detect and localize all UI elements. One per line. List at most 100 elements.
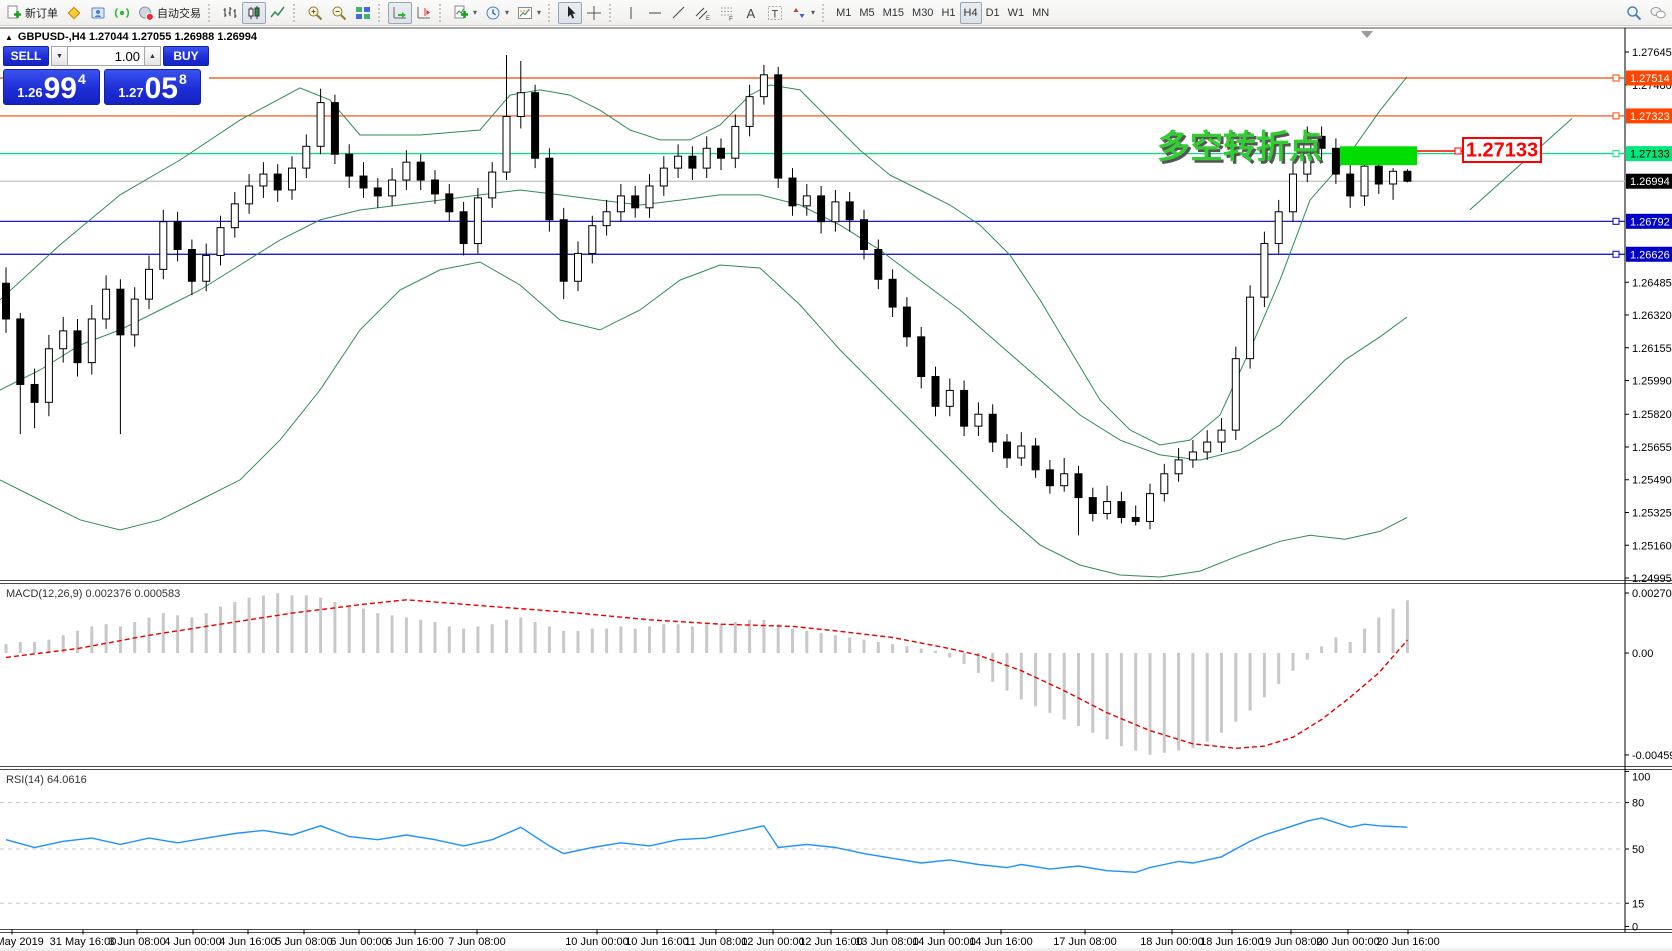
- autotrading-button[interactable]: 自动交易: [134, 2, 205, 24]
- time-axis-label: 14 Jun 00:00: [912, 936, 976, 948]
- collapse-triangle-icon[interactable]: ▲: [5, 32, 13, 42]
- price-axis-label: 1.25160: [1632, 540, 1672, 552]
- candlestick-bullish: [802, 195, 811, 207]
- candlestick-bullish: [1188, 451, 1197, 461]
- price-axis-label: 1.25820: [1632, 409, 1672, 421]
- buy-price-box[interactable]: 1.27 05 8: [104, 69, 201, 105]
- indicators-button[interactable]: ▾: [449, 2, 481, 24]
- text-label-button[interactable]: T: [763, 2, 787, 24]
- candlestick-chart-button[interactable]: [242, 1, 266, 24]
- profiles-button[interactable]: [86, 2, 110, 24]
- hline-axis-marker: [1612, 250, 1620, 258]
- bar-chart-button[interactable]: [218, 2, 242, 24]
- timeframe-d1-button[interactable]: D1: [982, 2, 1004, 24]
- candlestick-bullish: [974, 413, 983, 427]
- timeframe-m5-button[interactable]: M5: [855, 2, 878, 24]
- timeframe-label: H4: [963, 6, 978, 19]
- candlestick-bearish: [1317, 135, 1326, 149]
- timeframe-m15-button[interactable]: M15: [879, 2, 908, 24]
- rsi-line: [5, 817, 1408, 874]
- candlestick-bearish: [717, 147, 725, 159]
- zoom-out-icon: [331, 5, 347, 21]
- vertical-line-icon: [623, 5, 639, 21]
- timeframe-m1-button[interactable]: M1: [832, 2, 855, 24]
- time-axis-label: 6 Jun 16:00: [386, 936, 444, 948]
- signal-icon: [114, 5, 130, 21]
- candlestick-bullish: [488, 171, 497, 199]
- candlestick-bullish: [945, 389, 954, 407]
- templates-button[interactable]: ▾: [513, 2, 545, 24]
- timeframe-label: H1: [941, 6, 956, 19]
- timeframe-m30-button[interactable]: M30: [908, 2, 937, 24]
- candlestick-bullish: [645, 185, 654, 209]
- new-order-button[interactable]: 新订单: [2, 2, 62, 24]
- fibonacci-icon: F: [719, 5, 735, 21]
- vertical-line-button[interactable]: [619, 2, 643, 24]
- candlestick-bullish: [159, 221, 168, 270]
- candlestick-bearish: [1346, 173, 1355, 197]
- rsi-axis-label: 0: [1632, 922, 1638, 934]
- candlestick-bearish: [845, 201, 854, 221]
- search-button[interactable]: [1622, 2, 1646, 24]
- time-axis-label: 12 Jun 16:00: [799, 936, 863, 948]
- timeframe-label: W1: [1007, 6, 1025, 19]
- volume-decrease-button[interactable]: ▼: [51, 46, 68, 66]
- sell-button[interactable]: SELL: [3, 46, 49, 66]
- text-button[interactable]: A: [739, 2, 763, 24]
- candlestick-bearish: [459, 211, 468, 245]
- line-chart-button[interactable]: [266, 2, 290, 24]
- candlestick-bullish: [402, 161, 411, 181]
- tile-windows-button[interactable]: [351, 2, 375, 24]
- candlestick-bearish: [902, 306, 911, 338]
- auto-scroll-button[interactable]: [388, 1, 412, 24]
- signal-button[interactable]: [110, 2, 134, 24]
- candlestick-bullish: [44, 348, 53, 403]
- candlestick-bearish: [116, 288, 125, 336]
- toolbar-grip: [822, 3, 828, 22]
- candlestick-bullish: [1060, 473, 1069, 487]
- candlestick-bullish: [59, 330, 68, 350]
- zoom-in-button[interactable]: [303, 2, 327, 24]
- fibonacci-button[interactable]: F: [715, 2, 739, 24]
- candlestick-bearish: [774, 74, 783, 179]
- candlestick-bullish: [602, 211, 611, 227]
- time-axis-label: 4 Jun 00:00: [164, 936, 222, 948]
- candlestick-bullish: [516, 92, 525, 118]
- crosshair-button[interactable]: [582, 2, 606, 24]
- timeframe-h1-button[interactable]: H1: [937, 2, 959, 24]
- timeframe-w1-button[interactable]: W1: [1004, 2, 1029, 24]
- price-badge: [1626, 213, 1672, 229]
- timeframe-h4-button[interactable]: H4: [959, 1, 982, 24]
- volume-input[interactable]: [68, 46, 144, 66]
- new-chart-button[interactable]: [62, 2, 86, 24]
- cursor-button[interactable]: [558, 1, 583, 24]
- price-axis-label: 1.25990: [1632, 376, 1672, 388]
- price-axis-label: 1.25655: [1632, 442, 1672, 454]
- horizontal-line-button[interactable]: [643, 2, 667, 24]
- periods-button[interactable]: ▾: [481, 2, 513, 24]
- autotrading-label: 自动交易: [157, 7, 201, 20]
- candlestick-bearish: [788, 177, 797, 207]
- trendline-button[interactable]: [667, 2, 691, 24]
- sell-price-box[interactable]: 1.26 99 4: [3, 69, 100, 105]
- candlestick-bearish: [1374, 165, 1383, 185]
- candlestick-bullish: [1203, 441, 1212, 453]
- svg-text:E: E: [706, 16, 710, 21]
- timeframe-group: M1 M5 M15 M30 H1 H4 D1 W1 MN: [832, 1, 1053, 24]
- time-axis-label: 3 Jun 08:00: [108, 936, 166, 948]
- arrows-tool-button[interactable]: ▾: [787, 2, 819, 24]
- timeframe-mn-button[interactable]: MN: [1028, 2, 1053, 24]
- zoom-out-button[interactable]: [327, 2, 351, 24]
- volume-increase-button[interactable]: ▲: [144, 46, 161, 66]
- timeframe-label: M1: [836, 6, 852, 19]
- callout-price-label: 1.27133: [1466, 140, 1538, 162]
- buy-button[interactable]: BUY: [163, 46, 209, 66]
- channel-icon: E: [695, 5, 711, 21]
- equidistant-channel-button[interactable]: E: [691, 2, 715, 24]
- chart-shift-button[interactable]: [412, 2, 436, 24]
- chat-button[interactable]: [1646, 2, 1670, 24]
- line-chart-icon: [270, 5, 286, 21]
- candlestick-bearish: [960, 389, 969, 427]
- buy-points: 05: [144, 72, 178, 105]
